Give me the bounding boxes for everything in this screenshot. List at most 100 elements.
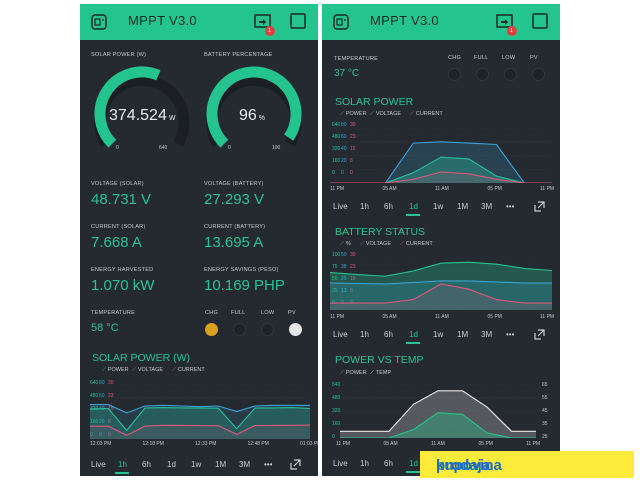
y-tick: 320 xyxy=(332,146,341,152)
left-time-tabs: Live 1h 6h 1d 1w 1M 3M ••• xyxy=(80,460,318,474)
led-full xyxy=(233,323,246,336)
tab-live[interactable]: Live xyxy=(333,202,348,211)
battery-min: 0 xyxy=(228,145,231,151)
y-tick-left: 480 xyxy=(332,395,341,401)
settings-square-icon[interactable] xyxy=(290,13,306,29)
tab-1h[interactable]: 1h xyxy=(360,330,369,339)
x-tick: 05 AM xyxy=(382,314,397,320)
tab-6h[interactable]: 6h xyxy=(384,330,393,339)
tab-live[interactable]: Live xyxy=(333,330,348,339)
device-icon[interactable] xyxy=(90,13,108,31)
energy-harvested-label: ENERGY HARVESTED xyxy=(91,267,154,273)
y-tick: 480 xyxy=(332,134,341,140)
battery-max: 100 xyxy=(272,145,281,151)
voltage-battery-value: 27.293 V xyxy=(204,191,265,208)
tab-1m[interactable]: 1M xyxy=(457,330,469,339)
series-area-current xyxy=(90,425,310,439)
tab-1w[interactable]: 1w xyxy=(433,202,444,211)
x-tick: 11 PM xyxy=(330,186,345,192)
tab-more[interactable]: ••• xyxy=(506,202,515,211)
tab-3m[interactable]: 3M xyxy=(481,330,493,339)
y-tick: 100 xyxy=(332,252,341,258)
solar-power-label: SOLAR POWER (W) xyxy=(91,52,147,58)
tab-6h[interactable]: 6h xyxy=(384,459,393,468)
led-label-chg-right: CHG xyxy=(448,55,462,61)
x-tick: 11 AM xyxy=(435,186,449,192)
tab-1d[interactable]: 1d xyxy=(409,330,418,339)
expand-icon[interactable] xyxy=(290,459,301,470)
series-line-current xyxy=(330,283,552,304)
led-label-chg: CHG xyxy=(205,310,219,316)
series-area-voltage xyxy=(330,141,552,183)
y-tick-right: 45 xyxy=(542,408,548,414)
tab-live[interactable]: Live xyxy=(333,459,348,468)
tab-3m[interactable]: 3M xyxy=(239,460,251,469)
tab-more[interactable]: ••• xyxy=(506,330,515,339)
y-tick: 20 xyxy=(341,158,347,164)
y-tick: 60 xyxy=(341,134,347,140)
tab-1d[interactable]: 1d xyxy=(409,202,418,211)
y-tick-right: 65 xyxy=(542,382,548,388)
r-legend-current: ⟋ CURRENT xyxy=(410,111,443,117)
tab-1w[interactable]: 1w xyxy=(433,330,444,339)
y-tick: 160 xyxy=(332,158,341,164)
led-label-full: FULL xyxy=(231,310,246,316)
y-tick: 0 xyxy=(99,432,102,438)
series-line-voltage xyxy=(330,280,552,285)
tab-live[interactable]: Live xyxy=(91,460,106,469)
led-label-low: LOW xyxy=(261,310,275,316)
tab-1m[interactable]: 1M xyxy=(215,460,227,469)
left-phone-screen: MPPT V3.0 1 SOLAR POWER (W) BATTERY PERC… xyxy=(80,4,318,476)
solar-power-gauge-fill xyxy=(94,66,161,148)
series-line-current xyxy=(90,424,310,436)
led-chg xyxy=(205,323,218,336)
voltage-solar-value: 48.731 V xyxy=(91,191,152,208)
series-line-percent xyxy=(330,261,552,277)
notification-icon[interactable] xyxy=(254,14,276,38)
legend-power: ⟋ POWER xyxy=(102,367,129,373)
r-battery-status-title: BATTERY STATUS xyxy=(335,226,426,238)
notification-icon[interactable] xyxy=(496,14,518,38)
y-tick-left: 640 xyxy=(332,382,341,388)
r-power-vs-temp-title: POWER VS TEMP xyxy=(335,354,424,366)
tab-underline xyxy=(115,472,129,474)
y-tick: 0 xyxy=(108,432,111,438)
x-tick: 11 PM xyxy=(526,441,541,447)
expand-icon[interactable] xyxy=(534,201,545,212)
app-header-right: MPPT V3.0 1 xyxy=(322,4,560,40)
led-label-low-right: LOW xyxy=(502,55,516,61)
series-line-temp xyxy=(340,390,536,432)
tab-6h[interactable]: 6h xyxy=(142,460,151,469)
tab-6h[interactable]: 6h xyxy=(384,202,393,211)
settings-square-icon[interactable] xyxy=(532,13,548,29)
tab-1h[interactable]: 1h xyxy=(118,460,127,469)
led-label-pv: PV xyxy=(288,310,296,316)
r-solar-power-title: SOLAR POWER xyxy=(335,96,414,108)
tab-1h[interactable]: 1h xyxy=(360,202,369,211)
battery-percentage-value: 96% xyxy=(239,107,266,124)
y-tick: 0 xyxy=(332,170,335,176)
y-tick: 23 xyxy=(350,264,356,270)
device-icon[interactable] xyxy=(332,13,350,31)
tab-3m[interactable]: 3M xyxy=(481,202,493,211)
tab-more[interactable]: ••• xyxy=(264,460,273,469)
y-tick: 23 xyxy=(108,393,114,399)
series-line-power xyxy=(90,407,310,432)
expand-icon[interactable] xyxy=(534,329,545,340)
series-area-current xyxy=(330,172,552,183)
solar-power-chart-title: SOLAR POWER (W) xyxy=(92,352,191,364)
y-tick: 80 xyxy=(341,122,347,128)
tab-1w[interactable]: 1w xyxy=(191,460,202,469)
tab-1d[interactable]: 1d xyxy=(409,459,418,468)
tab-1m[interactable]: 1M xyxy=(457,202,469,211)
y-tick: 40 xyxy=(341,146,347,152)
temperature-label: TEMPERATURE xyxy=(91,310,136,316)
r-legend-bvoltage: ⟋ VOLTAGE xyxy=(360,241,392,247)
r-legend-temp: ⟋ TEMP xyxy=(370,370,392,376)
legend-current: ⟋ CURRENT xyxy=(172,367,205,373)
tab-1h[interactable]: 1h xyxy=(360,459,369,468)
y-tick: 0 xyxy=(90,432,93,438)
series-area-power xyxy=(90,407,310,439)
x-tick: 12:18 PM xyxy=(142,441,164,447)
tab-1d[interactable]: 1d xyxy=(167,460,176,469)
